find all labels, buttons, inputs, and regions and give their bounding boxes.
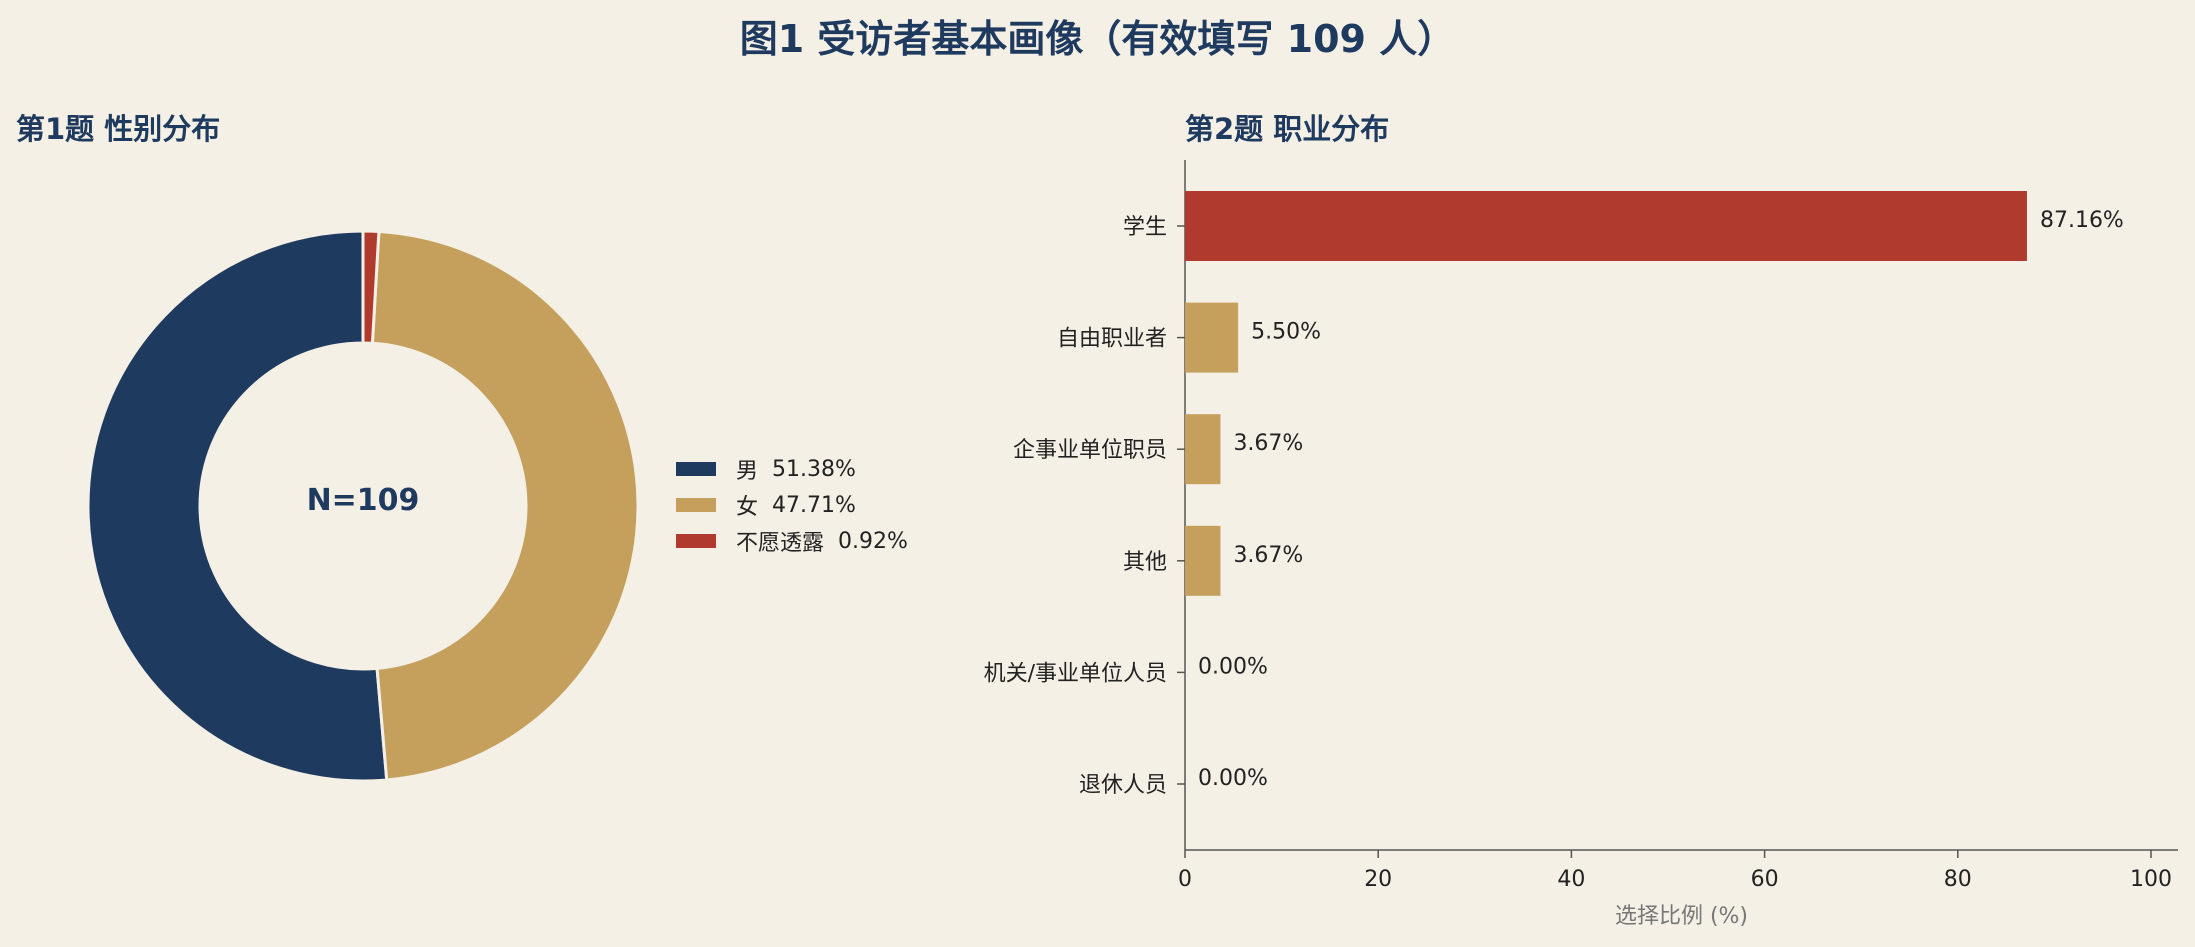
legend-label: 不愿透露 xyxy=(736,531,825,556)
category-label: 学生 xyxy=(1123,215,1167,240)
x-tick-label: 20 xyxy=(1364,867,1392,892)
x-tick-label: 60 xyxy=(1751,867,1779,892)
gender-legend: 男 51.38% 女 47.71% 不愿透露 0.92% xyxy=(676,451,908,559)
legend-item-female: 女 47.71% xyxy=(676,487,908,523)
category-label: 其他 xyxy=(1123,550,1167,575)
donut-slice-2 xyxy=(361,229,381,345)
x-axis-label: 选择比例 (%) xyxy=(1615,904,1748,929)
x-tick-label: 100 xyxy=(2130,867,2172,892)
bar-2 xyxy=(1185,414,1221,485)
bar-3 xyxy=(1185,525,1221,596)
legend-value: 47.71% xyxy=(772,492,856,518)
legend-label: 女 xyxy=(736,495,759,520)
donut-center-label: N=109 xyxy=(306,483,420,518)
category-label: 自由职业者 xyxy=(1057,327,1167,352)
gender-donut-chart xyxy=(86,229,640,783)
donut-slice-0 xyxy=(86,229,389,783)
category-label: 退休人员 xyxy=(1079,773,1167,798)
legend-label: 男 xyxy=(736,459,759,484)
value-label: 87.16% xyxy=(2040,208,2124,233)
legend-swatch xyxy=(676,534,716,548)
value-label: 0.00% xyxy=(1198,766,1268,791)
legend-item-male: 男 51.38% xyxy=(676,451,908,487)
x-tick-label: 0 xyxy=(1178,867,1192,892)
legend-swatch xyxy=(676,498,716,512)
gender-chart-title: 第1题 性别分布 xyxy=(16,112,221,146)
donut-slice-1 xyxy=(370,229,640,782)
category-label: 企事业单位职员 xyxy=(1013,438,1167,463)
x-tick-label: 80 xyxy=(1944,867,1972,892)
occupation-chart-title: 第2题 职业分布 xyxy=(1185,112,1390,146)
legend-value: 51.38% xyxy=(772,456,856,482)
category-label: 机关/事业单位人员 xyxy=(984,661,1167,686)
legend-value: 0.92% xyxy=(838,528,908,554)
legend-item-undisclosed: 不愿透露 0.92% xyxy=(676,523,908,559)
bar-1 xyxy=(1185,302,1239,373)
value-label: 0.00% xyxy=(1198,654,1268,679)
legend-swatch xyxy=(676,462,716,476)
x-tick-label: 40 xyxy=(1557,867,1585,892)
value-label: 3.67% xyxy=(1233,431,1303,456)
bar-0 xyxy=(1185,191,2027,261)
main-title: 图1 受访者基本画像（有效填写 109 人） xyxy=(739,17,1456,61)
value-label: 5.50% xyxy=(1251,320,1321,345)
value-label: 3.67% xyxy=(1233,543,1303,568)
